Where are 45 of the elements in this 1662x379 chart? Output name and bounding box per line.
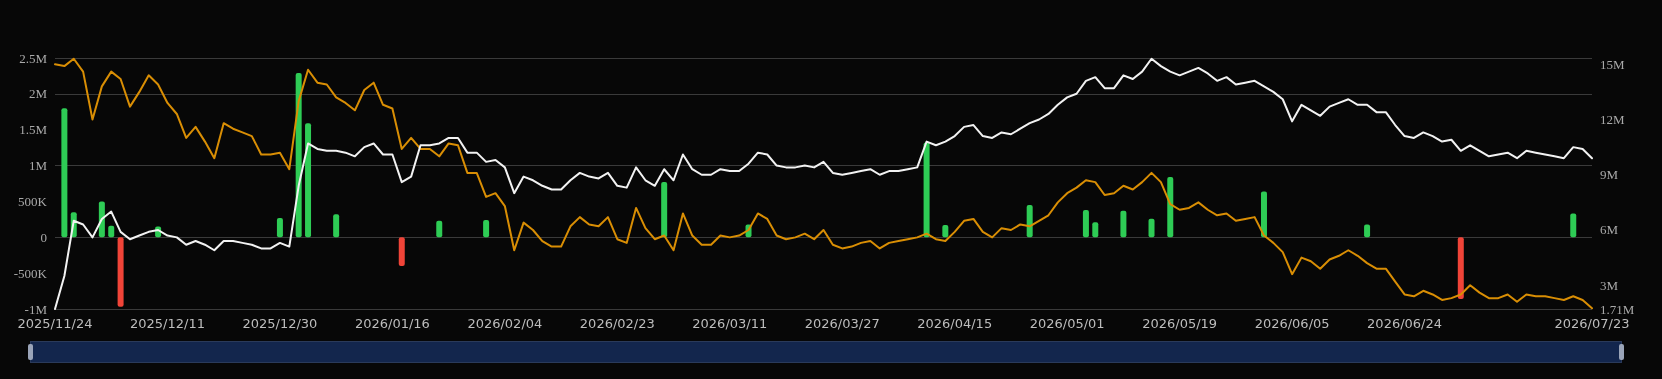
- y-tick-label: 1.5M: [19, 122, 48, 138]
- x-tick-label: 2026/05/01: [1029, 316, 1105, 331]
- line-series: [54, 57, 1593, 310]
- bar: [305, 123, 312, 238]
- x-tick-label: 2025/12/30: [242, 316, 318, 331]
- y-tick-label: -1M: [24, 301, 48, 317]
- x-tick-label: 2026/02/23: [579, 316, 655, 331]
- bar: [1082, 210, 1089, 238]
- y-tick-label: 1M: [28, 158, 48, 174]
- bar: [1260, 191, 1267, 238]
- bar: [1570, 213, 1577, 238]
- bar: [1120, 210, 1127, 238]
- y2-tick-label: 1.71M: [1600, 301, 1635, 317]
- y2-tick-label: 6M: [1600, 222, 1619, 238]
- bar: [1167, 177, 1174, 238]
- x-tick-label: 2026/07/23: [1554, 316, 1630, 331]
- y-tick-label: 2.5M: [19, 50, 48, 66]
- bar: [333, 214, 340, 238]
- y-tick-label: -500K: [13, 265, 48, 281]
- bar: [1148, 218, 1155, 238]
- x-tick-label: 2025/12/11: [129, 316, 205, 331]
- x-tick-label: 2026/03/11: [692, 316, 768, 331]
- x-tick-label: 2026/03/27: [804, 316, 880, 331]
- bar: [276, 217, 283, 238]
- y-tick-label: 2M: [28, 86, 48, 102]
- x-tick-label: 2026/01/16: [354, 316, 430, 331]
- bar: [398, 237, 405, 266]
- y-tick-label: 500K: [18, 193, 48, 209]
- x-tick-label: 2026/06/24: [1367, 316, 1443, 331]
- x-tick-label: 2026/06/05: [1254, 316, 1330, 331]
- x-tick-label: 2026/05/19: [1142, 316, 1218, 331]
- y-tick-label: 0: [40, 229, 47, 245]
- x-tick-label: 2025/11/24: [17, 316, 93, 331]
- x-tick-label: 2026/04/15: [917, 316, 993, 331]
- bar: [117, 237, 124, 307]
- bar: [1457, 237, 1464, 299]
- y2-tick-label: 3M: [1600, 277, 1619, 293]
- x-tick-label: 2026/02/04: [467, 316, 543, 331]
- bar: [661, 182, 668, 238]
- y2-tick-label: 9M: [1600, 167, 1619, 183]
- bar: [923, 142, 930, 238]
- y2-tick-label: 12M: [1600, 112, 1625, 128]
- y2-tick-label: 15M: [1600, 56, 1625, 72]
- bar: [1026, 205, 1033, 238]
- bar: [61, 108, 68, 238]
